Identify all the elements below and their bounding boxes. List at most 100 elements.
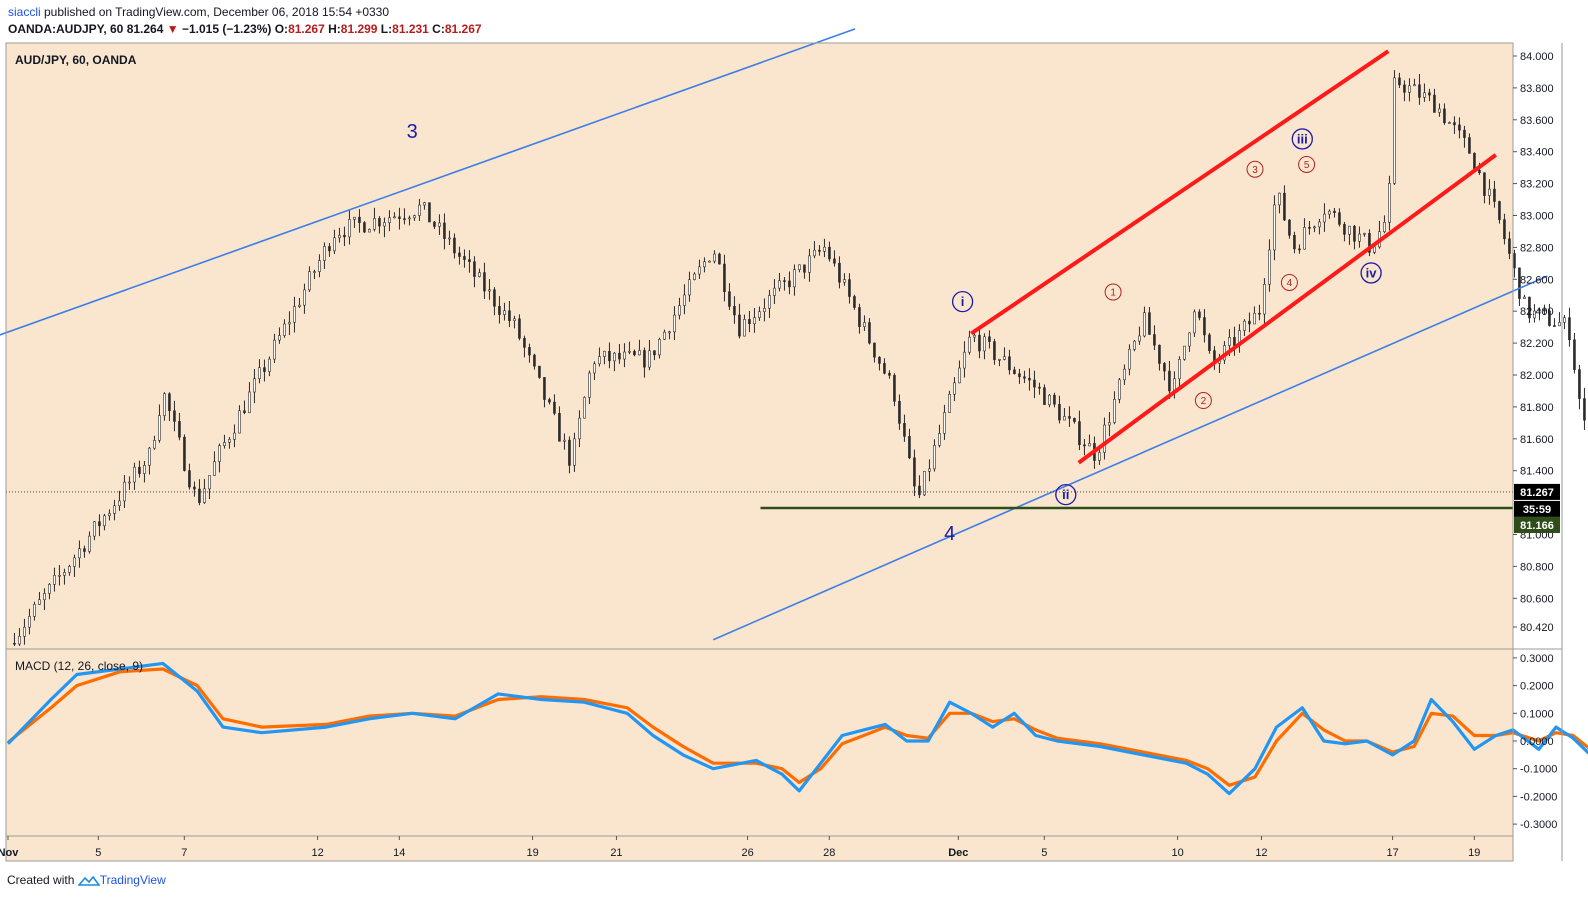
time-tick-label: 14 [393, 847, 405, 859]
high-value: 81.299 [340, 22, 378, 36]
candle-body [1478, 170, 1481, 174]
wave-label: iv [1366, 265, 1378, 280]
candle-body [923, 471, 926, 496]
candle-body [763, 307, 766, 312]
candle-body [1333, 210, 1336, 213]
macd-series-macd [6, 661, 1588, 796]
candles-group [13, 70, 1586, 646]
candle-body [618, 352, 621, 360]
candle-body [1028, 377, 1031, 381]
price-tick-label: 83.000 [1520, 211, 1554, 223]
time-tick-label: 5 [1041, 847, 1047, 859]
candle-body [248, 391, 251, 413]
candle-body [228, 439, 231, 443]
price-tick-label: 83.600 [1520, 115, 1554, 127]
chart-title: AUD/JPY, 60, OANDA [15, 53, 137, 67]
candle-body [268, 358, 271, 372]
candle-body [488, 289, 491, 292]
candle-body [483, 272, 486, 292]
candle-body [1073, 418, 1076, 422]
candle-body [1558, 322, 1561, 327]
candle-body [468, 259, 471, 262]
candle-body [413, 215, 416, 219]
candle-body [278, 335, 281, 341]
candle-body [1278, 192, 1281, 206]
wave-label: iii [1297, 131, 1308, 146]
candle-body [878, 356, 881, 364]
price-tick-label: 83.200 [1520, 179, 1554, 191]
candle-body [73, 557, 76, 567]
candle-body [843, 279, 846, 283]
candle-body [113, 505, 116, 514]
candle-body [448, 237, 451, 240]
candle-body [758, 311, 761, 318]
ohlc-line: OANDA:AUDJPY, 60 81.264 ▼ −1.015 (−1.23%… [8, 22, 482, 36]
candle-body [93, 521, 96, 537]
candle-body [978, 334, 981, 352]
candle-body [1463, 129, 1466, 138]
candle-body [968, 336, 971, 353]
tradingview-logo-icon [77, 875, 100, 886]
candle-body [1328, 210, 1331, 215]
symbol-prefix: OANDA:AUDJPY, 60 [8, 22, 127, 36]
candle-body [518, 318, 521, 339]
candle-body [783, 280, 786, 282]
candle-body [223, 442, 226, 446]
candle-body [443, 222, 446, 239]
candle-body [1538, 309, 1541, 312]
publish-text: published on TradingView.com, December 0… [40, 5, 390, 19]
wave-circle [1360, 262, 1382, 284]
candle-body [533, 354, 536, 367]
candle-body [1068, 416, 1071, 419]
candle-body [593, 363, 596, 374]
candle-body [188, 470, 191, 488]
candle-body [1163, 363, 1166, 372]
candle-body [1428, 92, 1431, 96]
price-tick-label: 83.800 [1520, 83, 1554, 95]
candle-body [118, 500, 121, 507]
wave-label: ii [1062, 487, 1069, 502]
candle-body [13, 642, 16, 645]
candle-body [1393, 77, 1396, 184]
candle-body [1458, 124, 1461, 131]
candle-body [383, 222, 386, 227]
candle-body [1443, 108, 1446, 124]
candle-body [1128, 349, 1131, 370]
candle-body [1288, 219, 1291, 236]
candle-body [1493, 188, 1496, 202]
candle-body [553, 401, 556, 414]
candle-body [1388, 183, 1391, 223]
high-label: H: [324, 22, 341, 36]
candle-body [1448, 122, 1451, 124]
candle-body [538, 365, 541, 378]
candle-body [1143, 312, 1146, 337]
last-price: 81.264 [126, 22, 164, 36]
candle-body [253, 378, 256, 393]
candle-body [1108, 422, 1111, 426]
candle-body [648, 350, 651, 368]
channel-line-red-upper [970, 49, 1390, 336]
author-link[interactable]: siaccli [8, 5, 41, 19]
time-tick-label: 5 [95, 847, 101, 859]
candle-body [658, 339, 661, 356]
candle-body [498, 305, 501, 315]
candle-body [688, 279, 691, 296]
macd-tick-label: 0.2000 [1520, 681, 1554, 693]
time-tick-label: 28 [823, 847, 835, 859]
price-tick-label: 81.800 [1520, 402, 1554, 414]
time-tick-label: 10 [1171, 847, 1183, 859]
candle-body [1013, 369, 1016, 375]
candle-body [1253, 312, 1256, 325]
brand-link[interactable]: TradingView [99, 873, 166, 887]
candle-body [433, 221, 436, 227]
candle-body [1423, 92, 1426, 98]
price-tick-label: 82.800 [1520, 242, 1554, 254]
candle-body [358, 216, 361, 223]
candle-body [83, 548, 86, 552]
price-scale-background [1513, 43, 1562, 861]
wave-circle [1055, 483, 1077, 506]
candle-body [558, 412, 561, 442]
chart-background [6, 43, 1513, 861]
candle-body [683, 294, 686, 306]
